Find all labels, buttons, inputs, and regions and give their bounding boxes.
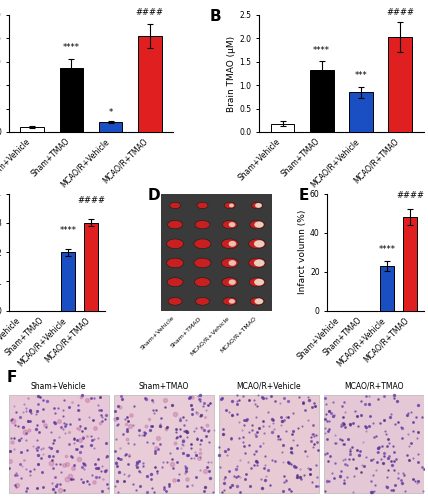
Ellipse shape	[229, 299, 235, 304]
Ellipse shape	[254, 279, 264, 285]
Ellipse shape	[250, 298, 264, 305]
Bar	[61, 252, 75, 310]
Ellipse shape	[249, 239, 266, 248]
Ellipse shape	[168, 220, 183, 229]
Ellipse shape	[222, 220, 237, 229]
Text: Sham+Vehicle: Sham+Vehicle	[31, 382, 86, 391]
Ellipse shape	[254, 240, 265, 248]
FancyBboxPatch shape	[324, 394, 424, 492]
Text: F: F	[6, 370, 17, 385]
Ellipse shape	[169, 202, 181, 208]
Ellipse shape	[229, 204, 234, 208]
Bar	[20, 127, 44, 132]
Ellipse shape	[194, 258, 211, 268]
Text: ***: ***	[354, 72, 367, 80]
Text: Sham+TMAO: Sham+TMAO	[138, 382, 189, 391]
Text: E: E	[298, 188, 309, 203]
Ellipse shape	[229, 280, 236, 285]
Ellipse shape	[166, 239, 184, 248]
FancyBboxPatch shape	[219, 394, 319, 492]
Ellipse shape	[229, 241, 236, 246]
Ellipse shape	[224, 202, 235, 208]
Ellipse shape	[223, 298, 237, 305]
Ellipse shape	[194, 278, 211, 286]
Text: Sham+TMAO: Sham+TMAO	[169, 316, 202, 348]
Text: MCAO/R+TMAO: MCAO/R+TMAO	[219, 316, 257, 354]
FancyBboxPatch shape	[9, 394, 109, 492]
Ellipse shape	[222, 278, 238, 286]
Ellipse shape	[168, 298, 182, 305]
Ellipse shape	[229, 260, 236, 266]
Text: MCAO/R+Vehicle: MCAO/R+Vehicle	[189, 316, 230, 356]
Text: ####: ####	[396, 190, 424, 200]
Bar	[310, 70, 333, 132]
Text: D: D	[147, 188, 160, 203]
Ellipse shape	[197, 202, 208, 208]
Ellipse shape	[167, 278, 183, 286]
Bar	[84, 223, 98, 310]
Ellipse shape	[249, 278, 265, 286]
Ellipse shape	[196, 298, 209, 305]
Ellipse shape	[221, 258, 238, 268]
Text: MCAO/R+TMAO: MCAO/R+TMAO	[344, 382, 404, 391]
Ellipse shape	[255, 203, 262, 208]
Ellipse shape	[166, 258, 184, 268]
Text: *: *	[108, 108, 113, 117]
Bar	[380, 266, 394, 310]
Ellipse shape	[194, 239, 211, 248]
FancyBboxPatch shape	[113, 394, 214, 492]
Ellipse shape	[229, 222, 235, 227]
Text: Sham+Vehicle: Sham+Vehicle	[139, 316, 175, 351]
Bar	[403, 217, 417, 310]
Text: ####: ####	[77, 196, 105, 205]
Text: ****: ****	[378, 245, 395, 254]
Text: ####: ####	[136, 8, 164, 18]
Text: MCAO/R+Vehicle: MCAO/R+Vehicle	[236, 382, 301, 391]
Ellipse shape	[252, 202, 263, 208]
Bar	[271, 124, 294, 132]
Ellipse shape	[249, 258, 266, 268]
Text: ****: ****	[63, 44, 80, 52]
Y-axis label: Brain TMAO (μM): Brain TMAO (μM)	[227, 36, 236, 112]
Bar	[99, 122, 122, 132]
Ellipse shape	[254, 222, 264, 228]
Ellipse shape	[254, 260, 265, 266]
Text: ****: ****	[60, 226, 77, 234]
Ellipse shape	[255, 298, 263, 304]
Ellipse shape	[250, 220, 265, 229]
Bar	[349, 92, 373, 132]
Text: B: B	[210, 9, 221, 24]
Bar	[138, 36, 161, 132]
Y-axis label: Infarct volumn (%): Infarct volumn (%)	[298, 210, 307, 294]
Text: ****: ****	[313, 46, 330, 55]
Text: ####: ####	[386, 8, 414, 18]
Ellipse shape	[195, 220, 210, 229]
Bar	[389, 38, 412, 132]
Ellipse shape	[221, 239, 238, 248]
Bar	[59, 68, 83, 132]
